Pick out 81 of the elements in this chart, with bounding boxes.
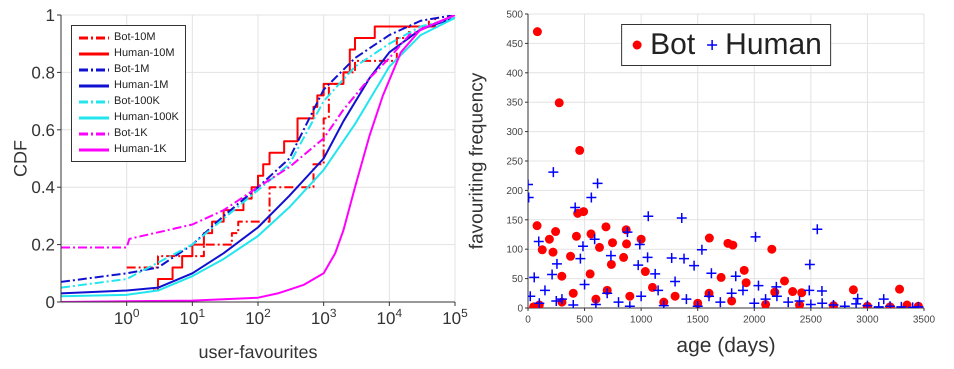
x-tick-label: 0: [525, 314, 532, 326]
point: [716, 272, 726, 282]
point: [895, 284, 904, 294]
point: [640, 267, 650, 276]
legend-label: Bot-100K: [114, 94, 160, 109]
legend-label: Bot: [650, 27, 696, 63]
x-tick-label: 2500: [800, 314, 822, 326]
point: [572, 232, 581, 241]
legend-label: Bot-1M: [114, 62, 150, 77]
legend-label: Human-10M: [114, 46, 175, 61]
y-axis-title: favouriting frequency: [466, 72, 488, 250]
point: [586, 269, 595, 278]
legend-label: Human: [725, 27, 822, 63]
point: [579, 207, 588, 216]
point: [740, 266, 749, 275]
x-tick-label: 1000: [630, 314, 653, 326]
point: [532, 27, 542, 36]
x-tick-label: 1500: [686, 314, 710, 326]
x-axis-title: user-favourites: [198, 342, 318, 362]
x-tick-label: 10$^{2}$: [245, 306, 272, 328]
y-tick-label: 350: [506, 98, 524, 109]
point: [622, 239, 632, 248]
y-tick-label: 1: [46, 6, 55, 25]
legend-label: Bot-1K: [114, 126, 148, 141]
x-tick-label: 10$^{1}$: [180, 306, 206, 328]
y-axis-title: CDF: [10, 140, 30, 177]
x-tick-label: 3500: [912, 314, 936, 326]
point: [544, 234, 554, 244]
y-tick-label: 300: [506, 127, 524, 138]
y-tick-label: 0.2: [31, 236, 55, 255]
point: [728, 240, 738, 250]
y-tick-label: 450: [506, 38, 524, 50]
legend-label: Bot-10M: [114, 30, 156, 45]
point: [848, 285, 858, 294]
y-tick-label: 200: [506, 186, 524, 197]
y-tick-label: 0.4: [31, 178, 55, 198]
y-tick-label: 0.6: [31, 120, 55, 140]
x-tick-label: 10$^{5}$: [442, 306, 468, 328]
point: [601, 222, 610, 232]
point: [797, 288, 806, 298]
point: [742, 278, 751, 288]
legend-label: Human-1K: [114, 142, 167, 157]
x-tick-label: 500: [576, 314, 594, 326]
point: [767, 244, 776, 254]
legend-label: Human-1M: [114, 78, 168, 93]
point: [780, 276, 789, 286]
point: [608, 238, 618, 248]
point: [625, 292, 634, 301]
point: [648, 282, 657, 292]
point: [575, 146, 584, 155]
point: [548, 248, 558, 257]
point: [532, 221, 542, 230]
x-tick-label: 10$^{0}$: [114, 306, 140, 328]
x-axis-title: age (days): [676, 334, 776, 357]
point: [670, 292, 680, 301]
y-tick-label: 0.8: [31, 63, 55, 82]
x-tick-label: 10$^{4}$: [376, 306, 402, 328]
point: [538, 245, 547, 254]
point: [619, 252, 628, 262]
x-tick-label: 3000: [856, 314, 879, 326]
point: [557, 272, 566, 281]
y-tick-label: 100: [506, 244, 524, 256]
point: [554, 98, 564, 108]
x-tick-label: 10$^{3}$: [310, 306, 337, 328]
point: [568, 288, 578, 298]
point: [595, 242, 604, 252]
point: [606, 260, 616, 269]
point: [727, 296, 736, 306]
point: [551, 227, 560, 236]
x-tick-label: 2000: [743, 314, 766, 326]
point: [704, 234, 714, 243]
y-tick-label: 500: [506, 10, 524, 20]
y-tick-label: 0: [46, 292, 55, 312]
y-tick-label: 250: [506, 156, 524, 168]
y-tick-label: 50: [512, 274, 524, 286]
point: [586, 229, 596, 238]
point: [788, 287, 798, 296]
y-tick-label: 400: [506, 68, 524, 80]
point: [566, 252, 576, 261]
y-tick-label: 150: [506, 215, 524, 226]
legend-label: Human-100K: [114, 110, 179, 125]
